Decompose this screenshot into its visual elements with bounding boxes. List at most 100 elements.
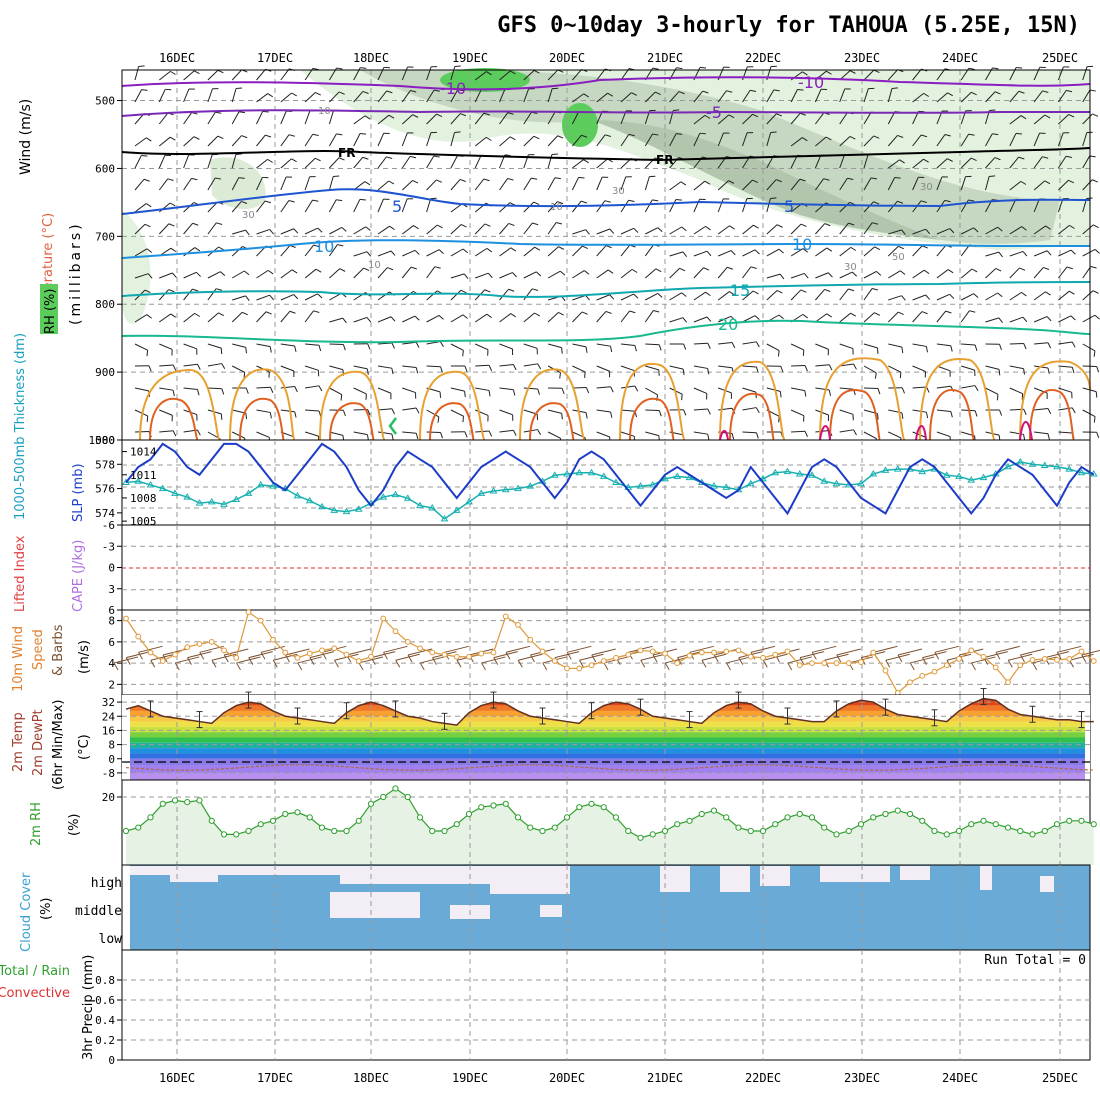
wind-barb-481 (159, 343, 173, 356)
rh-point-16 (318, 824, 326, 831)
wind-barb-74 (960, 91, 977, 103)
wind-barb-125 (256, 134, 272, 147)
wind10-barb-31 (493, 651, 518, 665)
thickness-point-21 (379, 493, 388, 500)
wind-barb-571 (402, 387, 417, 399)
wind-barb-106 (766, 113, 783, 125)
bottom-date-7: 23DEC (844, 1071, 880, 1085)
thickness-point-49 (722, 483, 731, 490)
thickness-point-1 (134, 477, 143, 484)
rh-point-12 (269, 817, 277, 824)
wind-barb-389 (839, 271, 858, 279)
wind-barb-401 (158, 289, 175, 301)
rh-point-2 (147, 814, 154, 821)
wind-speed-point-37 (576, 665, 583, 672)
minmax-bar-3-1 (490, 691, 497, 709)
wind-barb-452 (426, 314, 444, 323)
wind-barb-364 (231, 270, 250, 279)
wind-speed-point-46 (686, 652, 693, 659)
wind-barb-1 (158, 70, 176, 81)
wind-barb-344 (718, 250, 736, 257)
wind-barb-116 (1009, 115, 1027, 125)
rh-point-25 (429, 827, 436, 835)
wind-barb-38 (1057, 66, 1070, 81)
wind10-barb-10 (236, 656, 261, 671)
wind-barb-247 (304, 199, 319, 213)
wind-barb-151 (887, 134, 904, 147)
wind-speed-point-36 (564, 665, 570, 672)
wind-barb-12 (426, 66, 438, 81)
wind10-barb-74 (1020, 648, 1045, 663)
wind-barb-446 (280, 310, 296, 323)
wind-barb-70 (863, 87, 875, 103)
label-m10-b: -10 (798, 73, 824, 92)
wind-barb-600 (134, 409, 149, 422)
wind-barb-236 (1009, 180, 1027, 191)
label-m10-a: -10 (440, 79, 466, 98)
rh-point-9 (233, 831, 240, 838)
cloud-layer-low: low (99, 932, 123, 947)
wind-barb-421 (645, 292, 663, 301)
wind10-barb-66 (922, 651, 947, 665)
wind-barb-133 (450, 131, 461, 147)
wind-barb-360 (134, 273, 153, 279)
wind-barb-14 (474, 71, 492, 81)
wind-barb-590 (863, 387, 881, 395)
label-p10-a: 10 (314, 237, 334, 256)
wind-barb-542 (669, 365, 685, 376)
cloud-clear-13 (980, 866, 992, 890)
temp-band-2 (130, 705, 1085, 711)
thickness-point-5 (183, 493, 192, 500)
thickness-point-22 (391, 490, 400, 498)
thickness-point-18 (342, 507, 351, 515)
wind-barb-217 (547, 177, 561, 191)
wind-barb-251 (401, 198, 414, 213)
rh-point-8 (220, 831, 228, 838)
wind-barb-203 (207, 177, 222, 191)
wind-barb-220 (620, 176, 632, 191)
wind-barb-476 (1009, 316, 1028, 323)
rh-point-14 (294, 809, 301, 816)
wind-barb-508 (815, 343, 829, 356)
ylabel-3hr-precip: 3hr Precip (mm) (81, 955, 96, 1060)
wind-barb-10 (377, 66, 390, 81)
wind-barb-505 (742, 341, 760, 348)
wind-barb-227 (790, 178, 806, 191)
top-date-6: 22DEC (745, 51, 781, 65)
thickness-point-8 (220, 500, 228, 507)
wind-barb-610 (377, 408, 396, 415)
wind-barb-232 (912, 176, 925, 191)
ylabel-slp: SLP (mb) (71, 463, 86, 522)
wind-speed-point-16 (319, 647, 325, 654)
thickness-point-61 (869, 470, 878, 477)
rh-point-4 (171, 797, 179, 804)
wind-barb-15 (499, 70, 516, 81)
wind-barb-483 (207, 343, 223, 355)
precip-label-4: 0 (108, 1054, 115, 1067)
rh-point-33 (527, 824, 534, 831)
wind-barb-393 (936, 269, 954, 279)
wind-speed-point-44 (662, 650, 668, 657)
wind10-barb-63 (885, 653, 910, 668)
thickness-point-48 (710, 482, 718, 489)
wind-speed-point-77 (1066, 655, 1073, 662)
wind-speed-point-34 (539, 648, 546, 655)
wind-barb-298 (572, 229, 590, 235)
wind-barb-336 (523, 246, 541, 257)
thickness-label-0: 580 (95, 434, 115, 447)
wind-barb-374 (475, 272, 493, 279)
thickness-point-68 (955, 472, 963, 479)
wind-barb-37 (1033, 66, 1046, 81)
label-p5-a: 5 (392, 197, 402, 216)
thickness-point-46 (685, 473, 694, 481)
wind-speed-point-4 (172, 651, 178, 658)
wind-barb-499 (596, 343, 613, 353)
wind-speed-point-8 (221, 647, 227, 654)
wind-speed-point-66 (931, 668, 938, 675)
wind-barb-509 (839, 343, 854, 355)
wind-barb-300 (620, 227, 639, 235)
wind-barb-445 (256, 311, 272, 323)
wind-barb-349 (839, 246, 857, 257)
thickness-point-72 (1004, 462, 1012, 470)
rh-point-59 (845, 827, 852, 835)
